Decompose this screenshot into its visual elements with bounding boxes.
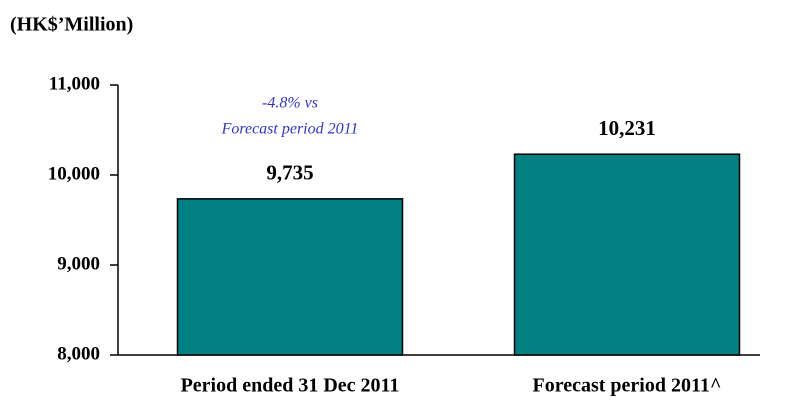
annotation: Forecast period 2011: [221, 121, 359, 138]
chart-title: (HK$’Million): [10, 14, 133, 36]
annotation: -4.8% vs: [262, 95, 318, 112]
y-tick-label: 10,000: [48, 163, 100, 184]
value-label: 10,231: [598, 116, 656, 140]
y-tick-label: 8,000: [57, 343, 100, 364]
bar: [176, 198, 404, 356]
y-tick-label: 11,000: [49, 73, 100, 94]
x-tick-label: Period ended 31 Dec 2011: [181, 375, 400, 397]
value-label: 9,735: [266, 161, 313, 185]
y-tick-label: 9,000: [57, 253, 100, 274]
bar: [513, 153, 741, 356]
x-tick-label: Forecast period 2011^: [532, 375, 721, 397]
